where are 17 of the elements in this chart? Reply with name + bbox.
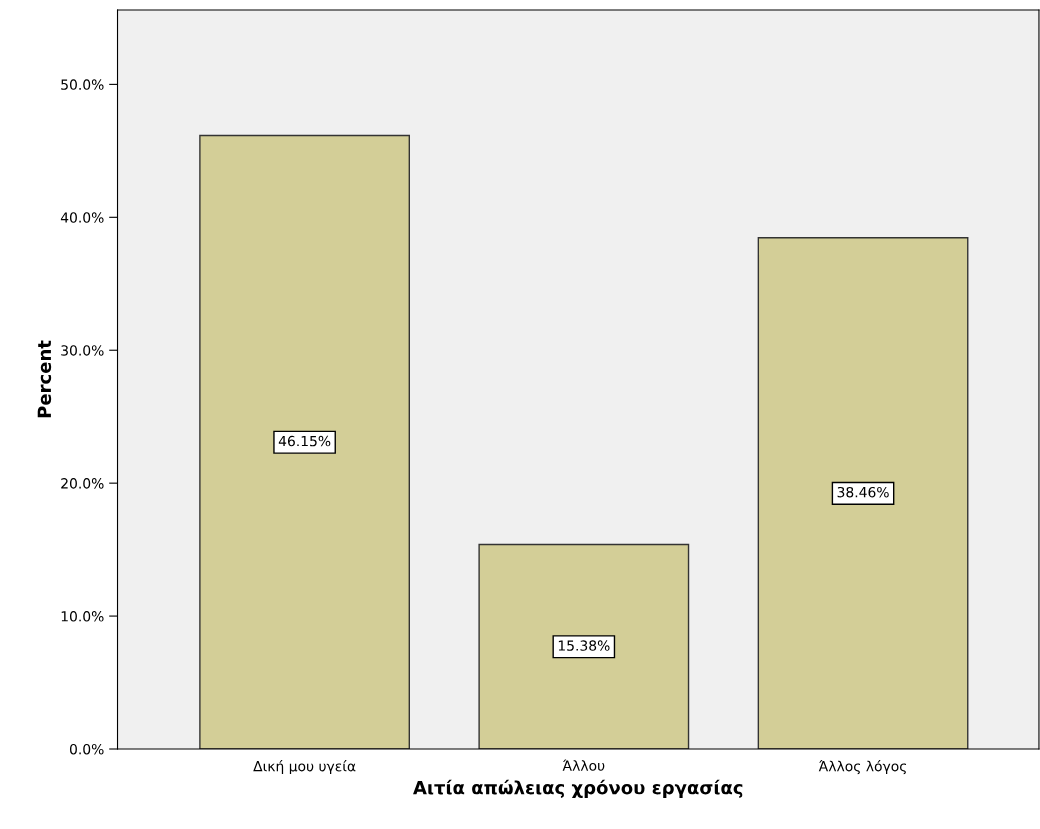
y-tick-label: 40.0% xyxy=(60,212,104,223)
y-tick-label: 50.0% xyxy=(61,79,104,90)
bar xyxy=(478,543,690,749)
y-axis-title: Percent xyxy=(37,340,52,418)
y-tick-label: 10.0% xyxy=(61,611,104,622)
x-tick-label: Δική μου υγεία xyxy=(253,760,356,775)
bar xyxy=(199,134,411,749)
data-label: 38.46% xyxy=(837,486,889,498)
data-label: 46.15% xyxy=(278,435,331,447)
x-axis-title: Αιτία απώλειας χρόνου εργασίας xyxy=(413,779,743,798)
x-tick-label: Άλλου xyxy=(562,759,605,771)
y-tick-label: 20.0% xyxy=(61,478,104,489)
data-label: 15.38% xyxy=(558,640,610,651)
y-tick-label: 30.0% xyxy=(61,345,104,356)
y-tick-label: 0.0% xyxy=(69,743,104,755)
x-tick-label: Άλλος λόγος xyxy=(818,760,907,775)
bar xyxy=(757,237,969,749)
